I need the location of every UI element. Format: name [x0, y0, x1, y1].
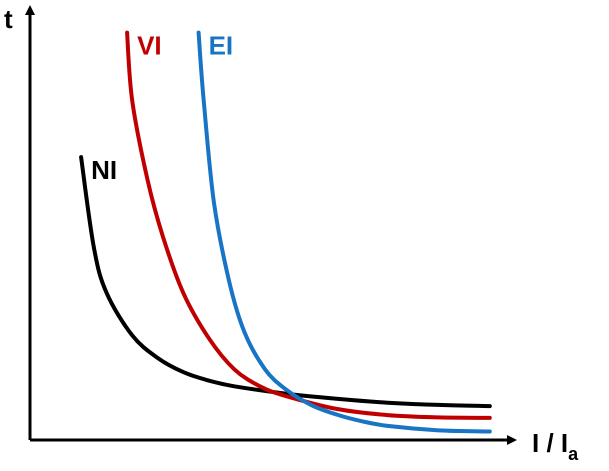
x-axis-label-main: I / I — [532, 428, 568, 458]
series-layer — [79, 30, 492, 434]
series-line-ni — [79, 155, 492, 409]
series-label-ni: NI — [91, 155, 117, 185]
x-axis-label: I / Ia — [532, 428, 579, 464]
series-line-vi — [125, 30, 492, 420]
series-label-ei: EI — [209, 31, 234, 61]
y-axis-label: t — [4, 4, 13, 34]
series-line-ei — [196, 30, 492, 434]
x-axis-label-subscript: a — [568, 444, 579, 464]
label-layer: NI VI EI — [91, 31, 233, 186]
series-label-vi: VI — [137, 31, 162, 61]
